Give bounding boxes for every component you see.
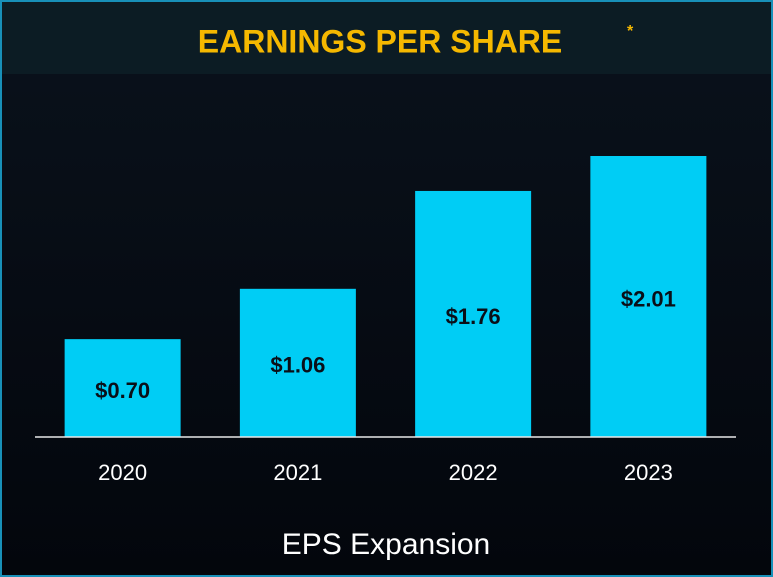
x-tick-label: 2022: [449, 460, 498, 485]
x-tick-label: 2023: [624, 460, 673, 485]
data-label: $0.70: [95, 378, 150, 403]
x-tick-label: 2020: [98, 460, 147, 485]
x-tick-label: 2021: [273, 460, 322, 485]
bar: [239, 288, 356, 437]
data-label: $1.06: [270, 353, 325, 378]
chart-title: EARNINGS PER SHARE: [198, 23, 563, 59]
bar: [415, 190, 532, 437]
x-axis-label: EPS Expansion: [282, 528, 490, 561]
bar: [64, 339, 181, 437]
title-marker: *: [627, 23, 634, 40]
title-band: [0, 0, 773, 74]
data-label: $2.01: [621, 286, 676, 311]
data-label: $1.76: [446, 304, 501, 329]
bar: [590, 156, 707, 437]
